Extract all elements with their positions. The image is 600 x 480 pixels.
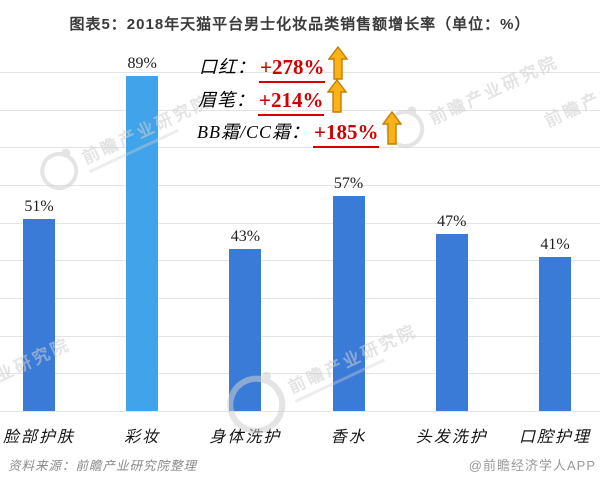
bar-4 bbox=[332, 196, 365, 411]
bar-3 bbox=[229, 249, 262, 411]
category-label: 身体洗护 bbox=[209, 429, 282, 446]
category-label: 口腔护理 bbox=[518, 429, 591, 446]
annotation-row-lipstick: 口红： +278% bbox=[199, 46, 349, 83]
annotation-row-bb-cc-cream: BB霜/CC霜： +185% bbox=[197, 111, 403, 148]
bar-6 bbox=[539, 256, 571, 411]
source-note: 资料来源：前瞻产业研究院整理 bbox=[8, 459, 198, 473]
gridline bbox=[0, 109, 600, 111]
plot-area bbox=[0, 72, 600, 412]
annotation-row-eyebrow-pencil: 眉笔： +214% bbox=[198, 79, 348, 116]
annotation-value: +278% bbox=[259, 54, 326, 83]
gridline bbox=[0, 72, 600, 73]
bar-value-label: 89% bbox=[127, 54, 157, 72]
up-arrow-icon bbox=[327, 79, 348, 113]
category-label: 彩妆 bbox=[124, 429, 161, 446]
bar-value-label: 41% bbox=[540, 235, 570, 253]
bar-1 bbox=[23, 218, 55, 411]
annotation-label: 口红： bbox=[199, 57, 256, 77]
gridline bbox=[0, 335, 600, 337]
bar-value-label: 43% bbox=[230, 228, 261, 246]
up-arrow-icon bbox=[382, 111, 403, 145]
bar-2 bbox=[126, 75, 159, 411]
bar-5 bbox=[435, 233, 468, 411]
chart-title: 图表5：2018年天猫平台男士化妆品类销售额增长率（单位：%） bbox=[69, 16, 531, 33]
gridline bbox=[0, 373, 600, 375]
up-arrow-icon bbox=[328, 46, 349, 80]
gridline bbox=[0, 260, 600, 262]
category-label: 脸部护肤 bbox=[2, 429, 75, 446]
bar-value-label: 51% bbox=[24, 197, 54, 215]
annotation-label: BB霜/CC霜： bbox=[197, 122, 311, 142]
category-label: 香水 bbox=[330, 429, 367, 446]
gridline bbox=[0, 222, 600, 224]
annotation-label: 眉笔： bbox=[198, 90, 255, 110]
bar-value-label: 47% bbox=[437, 212, 467, 230]
annotation-value: +185% bbox=[313, 119, 380, 148]
category-label: 头发洗护 bbox=[415, 429, 488, 446]
gridline bbox=[0, 147, 600, 149]
app-credit: @前瞻经济学人APP bbox=[468, 458, 596, 473]
bar-value-label: 57% bbox=[333, 175, 364, 193]
annotation-value: +214% bbox=[258, 87, 325, 116]
gridline bbox=[0, 298, 600, 299]
gridline bbox=[0, 411, 600, 412]
gridline bbox=[0, 185, 600, 186]
